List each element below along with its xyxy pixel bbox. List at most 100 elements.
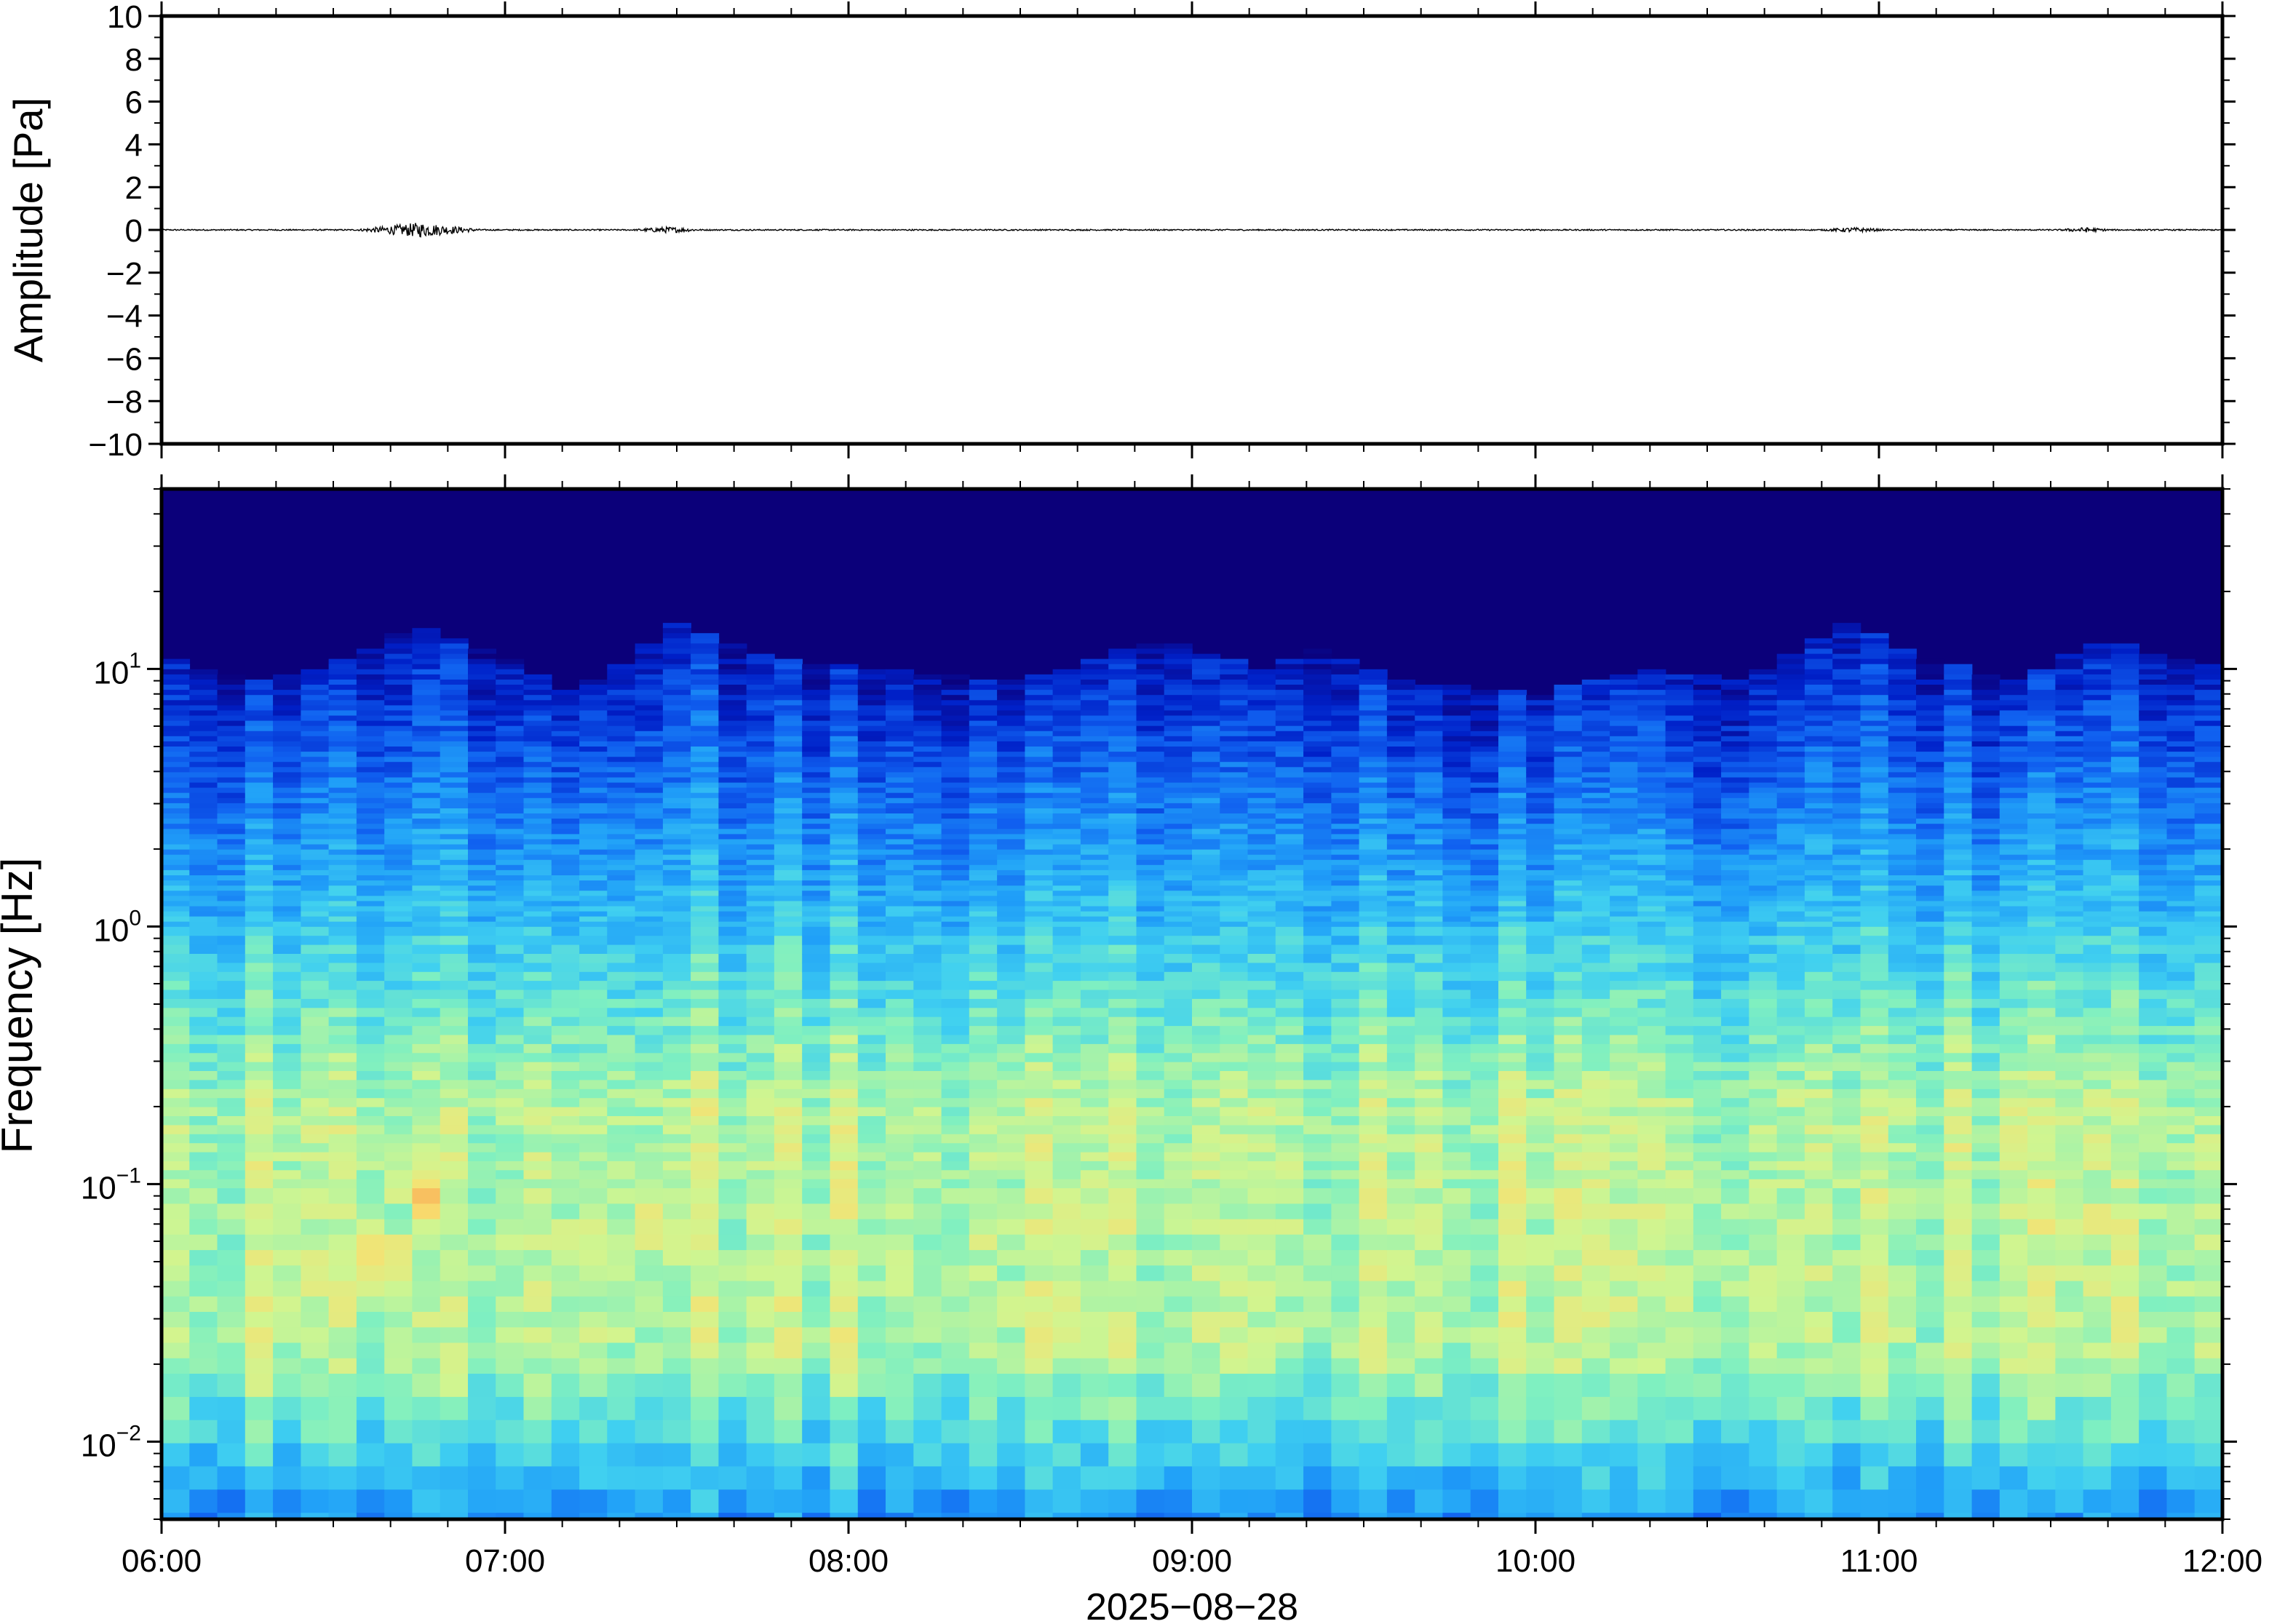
spectrogram-cell <box>1303 674 1332 680</box>
spectrogram-cell <box>328 1234 357 1251</box>
spectrogram-cell <box>691 1250 720 1267</box>
spectrogram-cell <box>1247 1312 1276 1328</box>
spectrogram-cell <box>1498 880 1527 886</box>
spectrogram-cell <box>802 680 831 685</box>
spectrogram-cell <box>802 896 831 902</box>
spectrogram-cell <box>328 824 357 830</box>
spectrogram-cell <box>384 891 413 897</box>
spectrogram-cell <box>1164 664 1193 670</box>
spectrogram-cell <box>523 1134 552 1144</box>
spectrogram-cell <box>189 1179 218 1189</box>
spectrogram-cell <box>440 834 469 840</box>
spectrogram-cell <box>301 1035 330 1045</box>
spectrogram-cell <box>1359 829 1388 835</box>
spectrogram-cell <box>412 1161 441 1171</box>
spectrogram-cell <box>1220 954 1249 964</box>
spectrogram-cell <box>551 1188 580 1205</box>
spectrogram-cell <box>301 839 330 845</box>
spectrogram-cell <box>496 710 525 717</box>
spectrogram-cell <box>691 880 720 886</box>
spectrogram-cell <box>691 1035 720 1045</box>
spectrogram-cell <box>941 1043 970 1054</box>
spectrogram-cell <box>1164 981 1193 991</box>
spectrogram-cell <box>1303 906 1332 912</box>
spectrogram-cell <box>941 1513 970 1520</box>
spectrogram-cell <box>857 891 886 897</box>
spectrogram-cell <box>691 1281 720 1297</box>
spectrogram-cell <box>1498 854 1527 861</box>
spectrogram-cell <box>162 782 191 789</box>
spectrogram-cell <box>886 1080 915 1090</box>
spectrogram-cell <box>1386 1489 1415 1513</box>
spectrogram-cell <box>384 700 413 706</box>
spectrogram-cell <box>245 819 274 824</box>
spectrogram-cell <box>1052 859 1081 866</box>
spectrogram-cell <box>1498 1035 1527 1045</box>
spectrogram-cell <box>496 705 525 712</box>
spectrogram-cell <box>1108 1035 1137 1045</box>
spectrogram-cell <box>1192 813 1221 819</box>
spectrogram-cell <box>607 680 636 685</box>
spectrogram-cell <box>635 1116 664 1126</box>
spectrogram-cell <box>886 1250 915 1267</box>
spectrogram-cell <box>1442 906 1471 912</box>
spectrogram-cell <box>635 782 664 789</box>
spectrogram-cell <box>857 1116 886 1126</box>
spectrogram-cell <box>1470 1071 1499 1081</box>
spectrogram-cell <box>857 1026 886 1036</box>
spectrogram-cell <box>802 885 831 892</box>
spectrogram-cell <box>496 864 525 871</box>
spectrogram-cell <box>913 731 942 737</box>
spectrogram-cell <box>830 954 859 964</box>
spectrogram-cell <box>496 767 525 773</box>
spectrogram-cell <box>1025 1107 1054 1117</box>
spectrogram-cell <box>774 1062 803 1072</box>
spectrogram-cell <box>718 705 747 712</box>
spectrogram-cell <box>1108 705 1137 712</box>
spectrogram-cell <box>384 1152 413 1162</box>
spectrogram-cell <box>1331 834 1360 840</box>
spectrogram-cell <box>941 680 970 685</box>
spectrogram-cell <box>1136 901 1165 907</box>
spectrogram-cell <box>440 1071 469 1081</box>
spectrogram-cell <box>1247 911 1276 918</box>
spectrogram-cell <box>468 803 497 809</box>
spectrogram-cell <box>1052 772 1081 779</box>
spectrogram-cell <box>1359 864 1388 871</box>
spectrogram-cell <box>1303 700 1332 706</box>
spectrogram-cell <box>1498 1327 1527 1344</box>
spectrogram-cell <box>1275 834 1304 840</box>
spectrogram-cell <box>662 731 691 737</box>
spectrogram-cell <box>245 1134 274 1144</box>
spectrogram-cell <box>1025 869 1054 876</box>
spectrogram-cell <box>1080 864 1109 871</box>
spectrogram-cell <box>774 1296 803 1313</box>
spectrogram-cell <box>857 944 886 955</box>
spectrogram-cell <box>301 762 330 768</box>
spectrogram-cell <box>245 803 274 809</box>
spectrogram-cell <box>662 875 691 881</box>
spectrogram-cell <box>1220 998 1249 1009</box>
spectrogram-cell <box>718 1327 747 1344</box>
spectrogram-cell <box>1164 1396 1193 1421</box>
spectrogram-cell <box>913 844 942 851</box>
spectrogram-cell <box>1247 700 1276 706</box>
spectrogram-cell <box>217 797 246 804</box>
spectrogram-cell <box>1331 875 1360 881</box>
spectrogram-cell <box>913 1489 942 1513</box>
spectrogram-cell <box>802 829 831 835</box>
spectrogram-cell <box>384 936 413 946</box>
spectrogram-cell <box>189 911 218 918</box>
spectrogram-cell <box>1303 944 1332 955</box>
spectrogram-cell <box>440 926 469 936</box>
spectrogram-cell <box>301 777 330 784</box>
spectrogram-cell <box>579 1080 608 1090</box>
spectrogram-cell <box>1136 710 1165 717</box>
spectrogram-cell <box>1247 797 1276 804</box>
spectrogram-cell <box>356 880 385 886</box>
spectrogram-cell <box>1415 944 1444 955</box>
spectrogram-cell <box>1386 731 1415 737</box>
spectrogram-cell <box>1052 1443 1081 1468</box>
spectrogram-cell <box>607 880 636 886</box>
spectrogram-cell <box>997 1035 1026 1045</box>
